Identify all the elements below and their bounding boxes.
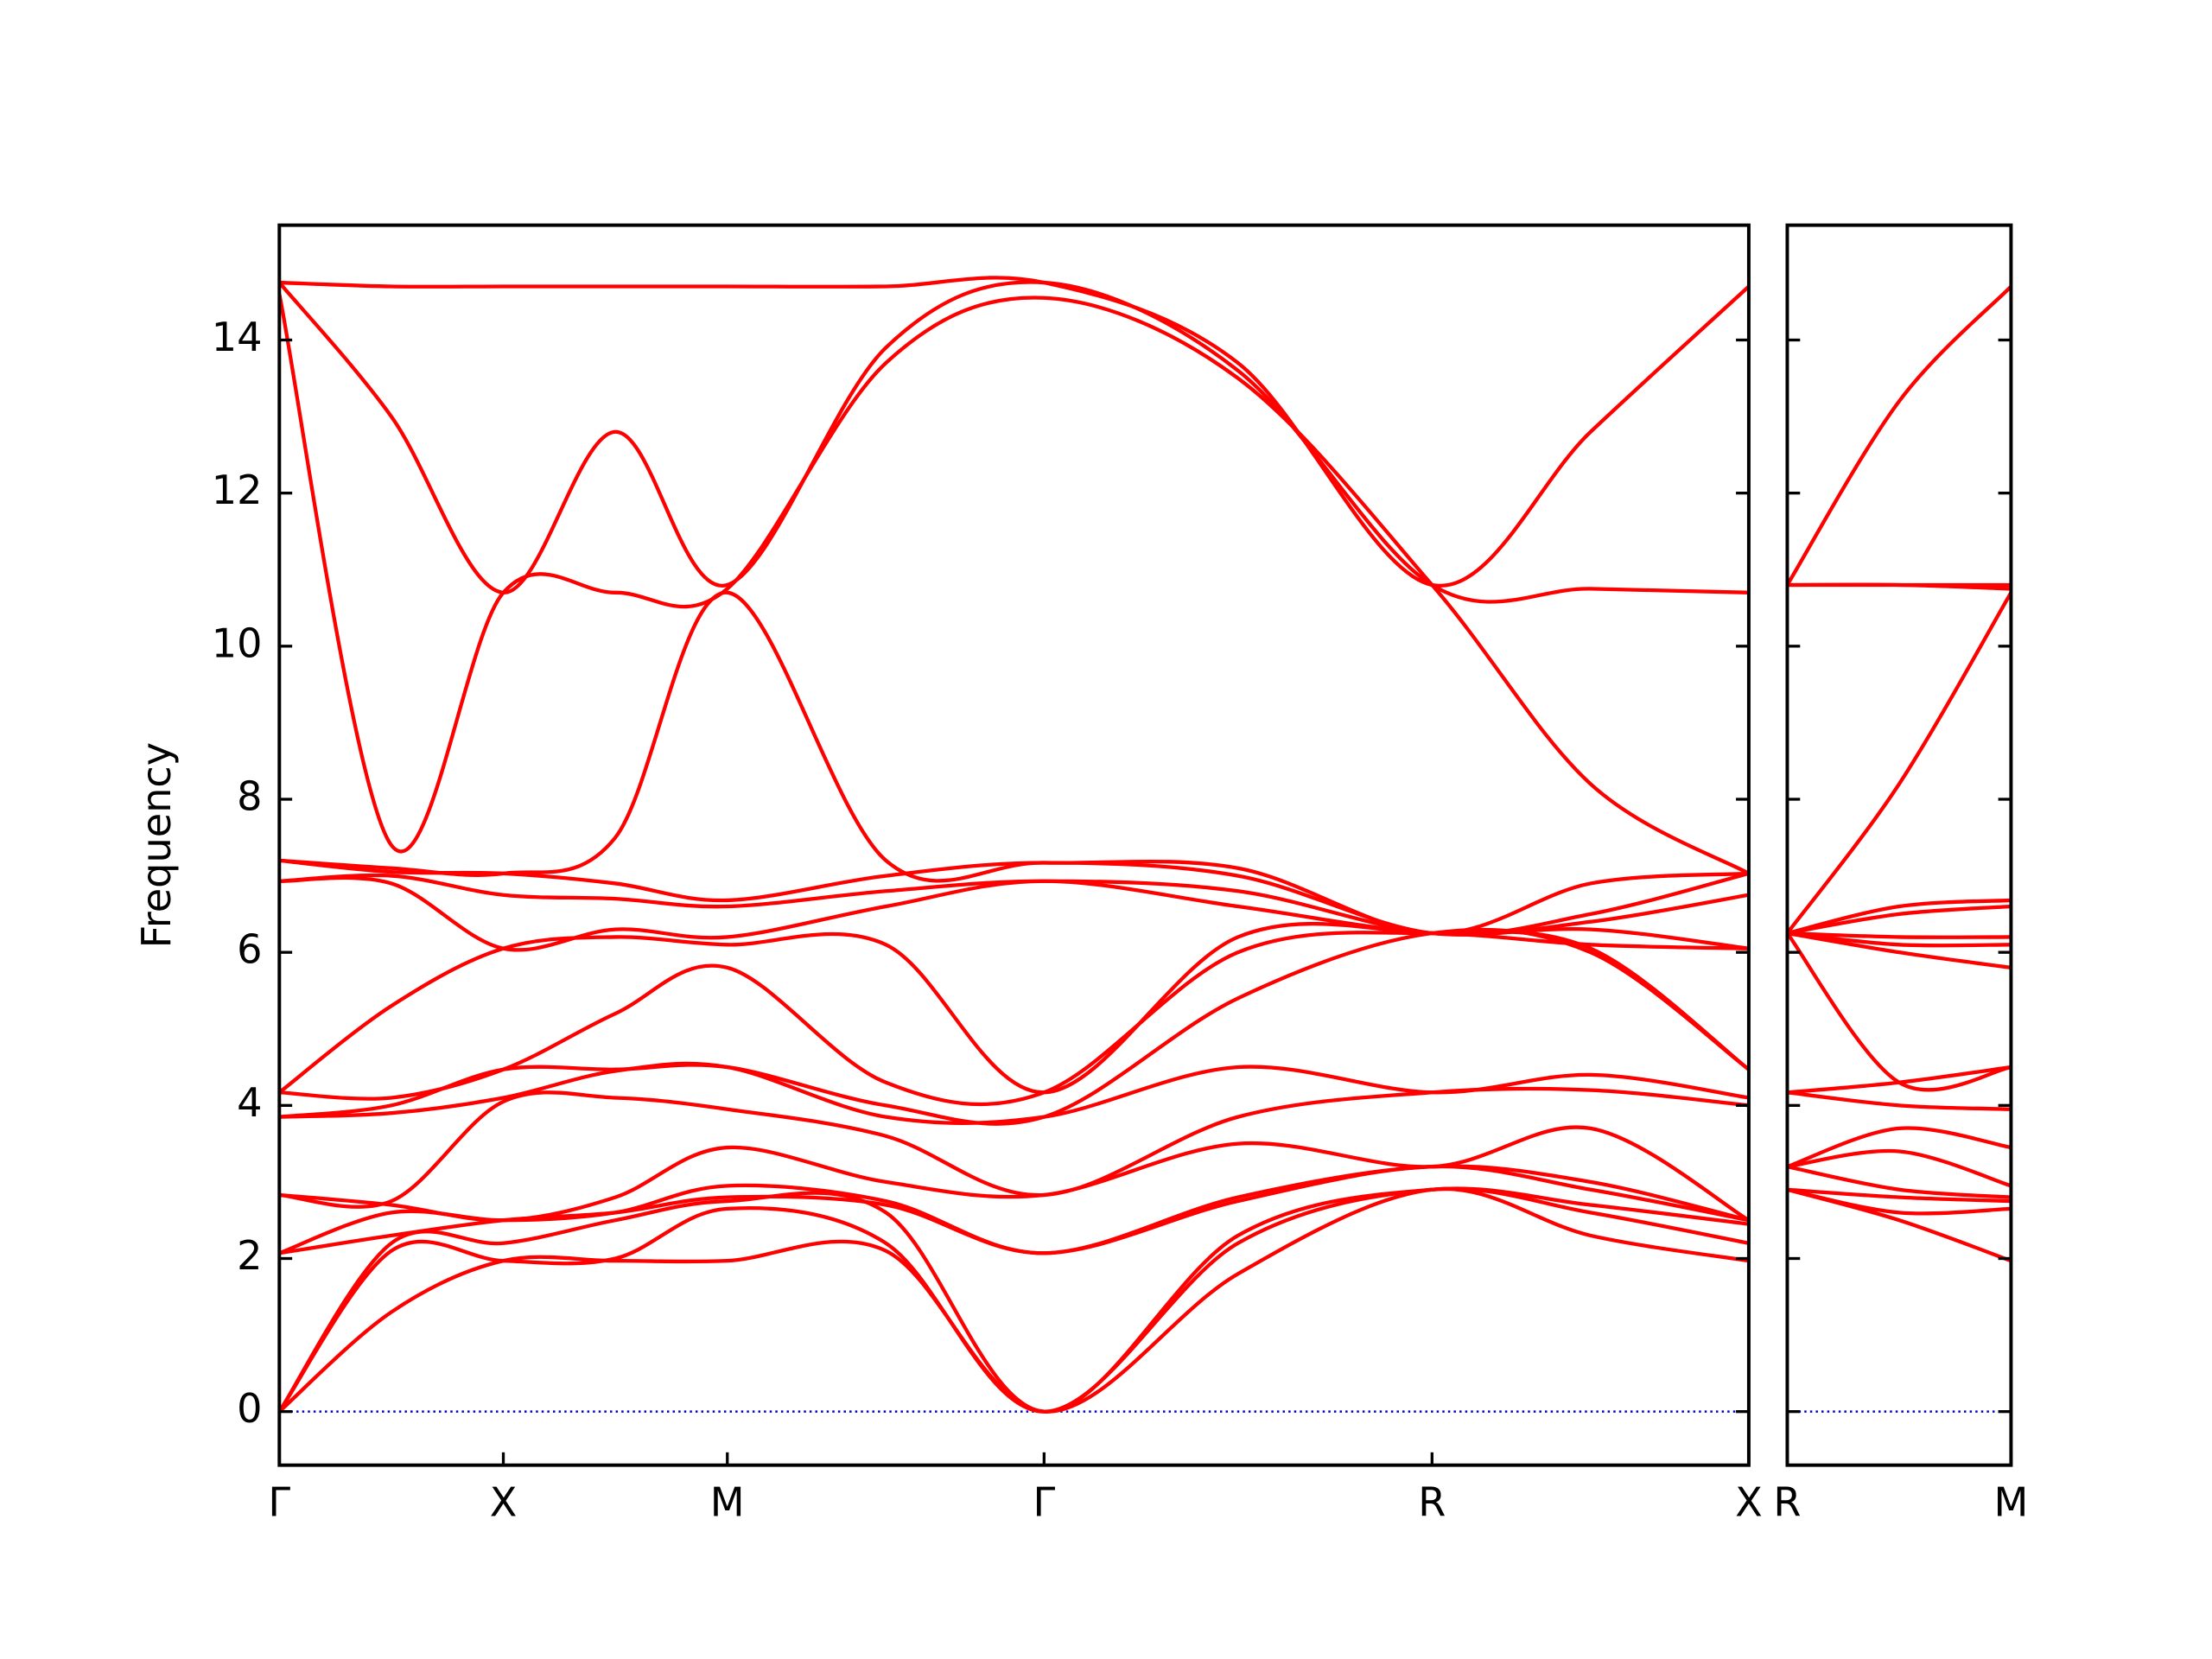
y-tick-label: 10 bbox=[212, 620, 263, 666]
x-tick-label: M bbox=[710, 1478, 745, 1525]
band-line bbox=[1787, 591, 2012, 935]
band-line bbox=[279, 280, 1749, 604]
y-tick-label: 0 bbox=[237, 1385, 262, 1432]
y-tick-label: 6 bbox=[237, 926, 262, 973]
band-line bbox=[1787, 284, 2012, 587]
x-tick-label: R bbox=[1773, 1478, 1801, 1525]
band-line bbox=[1787, 1090, 2012, 1111]
band-line bbox=[1787, 904, 2012, 936]
x-tick-label: Γ bbox=[1033, 1478, 1055, 1525]
band-line bbox=[1787, 931, 2012, 948]
band-line bbox=[1787, 1148, 2012, 1188]
x-tick-label: Γ bbox=[268, 1478, 290, 1525]
band-line bbox=[1787, 1187, 2012, 1216]
x-tick-label: R bbox=[1418, 1478, 1446, 1525]
y-axis-label: Frequency bbox=[133, 742, 180, 949]
band-line bbox=[1787, 1187, 2012, 1204]
band-line bbox=[1787, 931, 2012, 939]
band-line bbox=[1787, 898, 2012, 936]
band-line bbox=[279, 1125, 1749, 1223]
band-line bbox=[1787, 1165, 2012, 1199]
y-tick-label: 14 bbox=[212, 314, 263, 360]
plot-area bbox=[1787, 284, 2012, 1413]
plot-area bbox=[279, 276, 1749, 1414]
y-tick-label: 8 bbox=[237, 772, 262, 819]
y-tick-label: 4 bbox=[237, 1079, 262, 1126]
x-tick-label: M bbox=[1994, 1478, 2029, 1525]
x-tick-label: X bbox=[1735, 1478, 1763, 1525]
y-tick-label: 12 bbox=[212, 467, 263, 513]
axes-frame bbox=[1785, 223, 2013, 1467]
band-line bbox=[1787, 1126, 2012, 1169]
x-tick-label: X bbox=[490, 1478, 518, 1525]
axes-frame bbox=[277, 223, 1751, 1467]
band-line bbox=[279, 293, 1749, 875]
band-line bbox=[279, 1186, 1749, 1414]
band-line bbox=[279, 590, 1749, 936]
band-line bbox=[279, 276, 1749, 588]
band-line bbox=[279, 1061, 1749, 1125]
y-tick-label: 2 bbox=[237, 1232, 262, 1279]
band-line bbox=[1787, 931, 2012, 1092]
